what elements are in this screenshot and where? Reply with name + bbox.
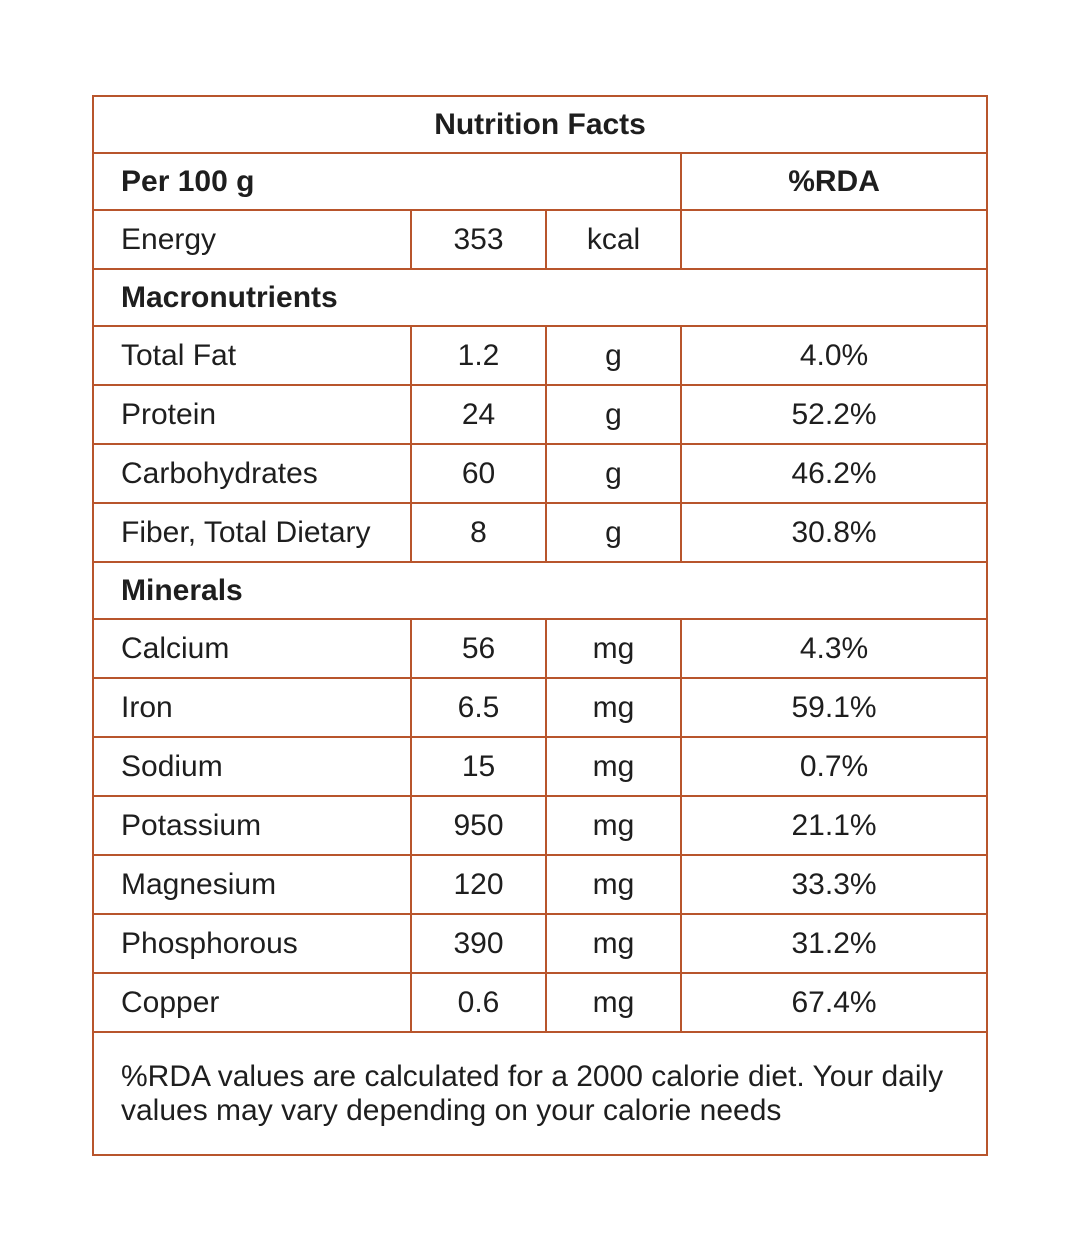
amount: 6.5	[410, 677, 547, 738]
nutrient-name: Sodium	[92, 736, 412, 797]
amount: 0.6	[410, 972, 547, 1033]
table-body: Nutrition Facts Per 100 g %RDA Energy 353 kca…	[91, 95, 989, 1156]
amount: 353	[410, 209, 547, 270]
unit: mg	[545, 795, 682, 856]
amount: 15	[410, 736, 547, 797]
nutrient-name: Iron	[92, 677, 412, 738]
rda-value	[679, 209, 989, 270]
unit: mg	[545, 913, 682, 974]
unit: g	[545, 384, 682, 445]
nutrient-name: Potassium	[92, 795, 412, 856]
table-row: Copper 0.6 mg 67.4%	[92, 972, 989, 1033]
table-row: Potassium 950 mg 21.1%	[92, 795, 989, 856]
nutrient-name: Calcium	[92, 618, 412, 679]
nutrient-name: Fiber, Total Dietary	[92, 502, 412, 563]
nutrient-name: Total Fat	[92, 325, 412, 386]
unit: mg	[545, 854, 682, 915]
table-row: Total Fat 1.2 g 4.0%	[92, 325, 989, 386]
amount: 390	[410, 913, 547, 974]
amount: 950	[410, 795, 547, 856]
table-row: Calcium 56 mg 4.3%	[92, 618, 989, 679]
unit: mg	[545, 677, 682, 738]
rda-value: 46.2%	[679, 443, 989, 504]
amount: 8	[410, 502, 547, 563]
nutrient-name: Copper	[92, 972, 412, 1033]
amount: 56	[410, 618, 547, 679]
unit: mg	[545, 736, 682, 797]
amount: 120	[410, 854, 547, 915]
unit: g	[545, 325, 682, 386]
table-row: Fiber, Total Dietary 8 g 30.8%	[92, 502, 989, 563]
rda-value: 67.4%	[679, 972, 989, 1033]
table-row: Nutrition Facts	[91, 95, 989, 154]
table-row: Iron 6.5 mg 59.1%	[92, 677, 989, 738]
rda-value: 21.1%	[679, 795, 989, 856]
unit: g	[545, 443, 682, 504]
nutrient-name: Protein	[92, 384, 412, 445]
table-row: Macronutrients	[91, 268, 989, 327]
rda-value: 0.7%	[679, 736, 989, 797]
rda-value: 33.3%	[679, 854, 989, 915]
table-row: Energy 353 kcal	[92, 209, 989, 270]
amount: 1.2	[410, 325, 547, 386]
rda-value: 31.2%	[679, 913, 989, 974]
nutrient-name: Phosphorous	[92, 913, 412, 974]
nutrient-name: Carbohydrates	[92, 443, 412, 504]
amount: 24	[410, 384, 547, 445]
table-title: Nutrition Facts	[91, 95, 989, 154]
table-row: Protein 24 g 52.2%	[92, 384, 989, 445]
nutrient-name: Energy	[92, 209, 412, 270]
rda-value: 30.8%	[679, 502, 989, 563]
unit: mg	[545, 618, 682, 679]
rda-header: %RDA	[679, 152, 989, 211]
nutrition-table: Nutrition Facts Per 100 g %RDA Energy 353 kca…	[91, 95, 989, 1156]
basis-header: Per 100 g	[92, 152, 682, 211]
table-row: Carbohydrates 60 g 46.2%	[92, 443, 989, 504]
table-row: Minerals	[91, 561, 989, 620]
rda-value: 4.3%	[679, 618, 989, 679]
section-heading: Minerals	[91, 561, 989, 620]
rda-value: 59.1%	[679, 677, 989, 738]
nutrient-name: Magnesium	[92, 854, 412, 915]
rda-value: 52.2%	[679, 384, 989, 445]
unit: mg	[545, 972, 682, 1033]
table-row: Magnesium 120 mg 33.3%	[92, 854, 989, 915]
section-heading: Macronutrients	[91, 268, 989, 327]
unit: g	[545, 502, 682, 563]
table-row: %RDA values are calculated for a 2000 ca…	[91, 1031, 989, 1156]
rda-value: 4.0%	[679, 325, 989, 386]
footnote: %RDA values are calculated for a 2000 ca…	[91, 1031, 989, 1156]
unit: kcal	[545, 209, 682, 270]
table-row: Sodium 15 mg 0.7%	[92, 736, 989, 797]
amount: 60	[410, 443, 547, 504]
table-row: Per 100 g %RDA	[92, 152, 989, 211]
table-row: Phosphorous 390 mg 31.2%	[92, 913, 989, 974]
